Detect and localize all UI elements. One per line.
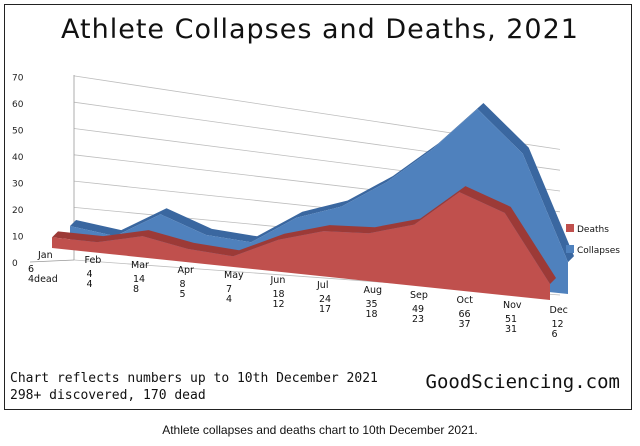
collapses-value-label: 6 (28, 264, 34, 275)
month-label: Jul (316, 280, 328, 291)
collapses-value-label: 66 (459, 309, 471, 320)
y-tick-label: 30 (12, 180, 24, 190)
deaths-value-label: 23 (412, 314, 424, 325)
collapses-value-label: 4 (87, 269, 93, 280)
month-label-group: Dec 126 (550, 305, 568, 340)
collapses-value-label: 8 (180, 279, 186, 290)
y-tick-label: 60 (12, 100, 24, 110)
month-label: Dec (550, 305, 568, 316)
footnote: Chart reflects numbers up to 10th Decemb… (10, 370, 378, 404)
y-tick-label: 40 (12, 153, 24, 163)
series-areas (52, 102, 574, 300)
deaths-value-label: 4 (87, 279, 93, 290)
axis-floor-left (29, 259, 75, 263)
deaths-value-label: 6 (552, 329, 558, 340)
deaths-value-label: 31 (505, 324, 517, 335)
deaths-value-label: 18 (366, 309, 378, 320)
deaths-value-label: 4 (226, 294, 232, 305)
month-label-group: Mar 148 (131, 260, 149, 295)
y-tick-label: 70 (12, 74, 24, 84)
collapses-value-label: 18 (273, 289, 285, 300)
month-label: Aug (364, 285, 383, 296)
collapses-value-label: 51 (505, 314, 517, 325)
footnote-line-2: 298+ discovered, 170 dead (10, 388, 206, 403)
month-label-group: Feb 44 (85, 255, 102, 290)
month-label: Sep (410, 290, 428, 301)
month-label: Jun (270, 275, 286, 286)
deaths-top-surface (52, 186, 556, 285)
deaths-area (52, 192, 550, 300)
y-tick-label: 50 (12, 127, 24, 137)
footnote-line-1: Chart reflects numbers up to 10th Decemb… (10, 371, 378, 386)
month-label: Nov (503, 300, 522, 311)
month-label-group: Apr 85 (178, 265, 195, 300)
deaths-value-label: 4dead (28, 274, 58, 285)
month-label: Jan (37, 250, 53, 261)
legend-swatch-collapses (566, 245, 574, 253)
collapses-value-label: 7 (226, 284, 232, 295)
y-axis-ticks: 0 10 20 30 40 50 60 70 (12, 74, 24, 270)
deaths-value-label: 8 (133, 284, 139, 295)
collapses-value-label: 49 (412, 304, 424, 315)
legend: Deaths Collapses (566, 224, 620, 256)
y-tick-label: 0 (12, 259, 18, 269)
x-axis-labels: Jan64deadFeb44Mar148Apr85May74Jun1812Jul… (28, 250, 568, 340)
deaths-value-label: 17 (319, 304, 331, 315)
deaths-value-label: 12 (273, 299, 285, 310)
month-label: Mar (131, 260, 149, 271)
collapses-top-surface (70, 102, 574, 263)
collapses-value-label: 24 (319, 294, 331, 305)
chart-title: Athlete Collapses and Deaths, 2021 (61, 14, 579, 45)
month-label-group: May 74 (224, 270, 244, 305)
site-name: GoodSciencing.com (425, 371, 620, 393)
y-tick-label: 20 (12, 206, 24, 216)
figure-caption: Athlete collapses and deaths chart to 10… (162, 423, 478, 437)
collapses-value-label: 12 (552, 319, 564, 330)
month-label: Feb (85, 255, 102, 266)
legend-label-collapses: Collapses (577, 246, 620, 256)
legend-label-deaths: Deaths (577, 225, 609, 235)
legend-swatch-deaths (566, 224, 574, 232)
collapses-value-label: 35 (366, 299, 378, 310)
deaths-value-label: 37 (459, 319, 471, 330)
month-label: Oct (457, 295, 474, 306)
month-label: Apr (178, 265, 195, 276)
y-tick-label: 10 (12, 233, 24, 243)
collapses-value-label: 14 (133, 274, 145, 285)
month-label: May (224, 270, 244, 281)
deaths-value-label: 5 (180, 289, 186, 300)
